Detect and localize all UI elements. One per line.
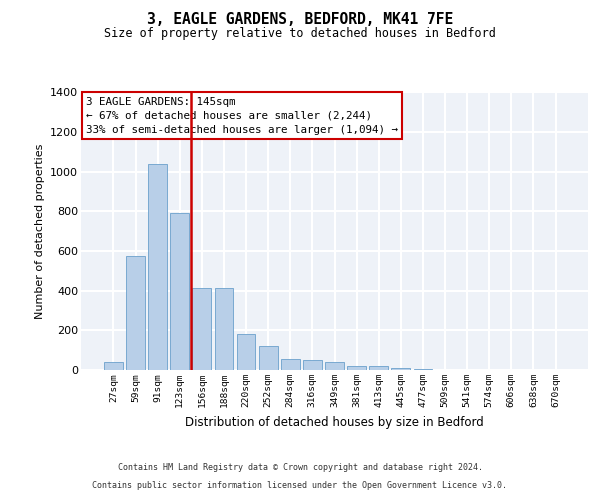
Bar: [370, 366, 388, 370]
Bar: [325, 362, 344, 370]
Bar: [413, 369, 433, 370]
Text: Size of property relative to detached houses in Bedford: Size of property relative to detached ho…: [104, 28, 496, 40]
Bar: [104, 362, 123, 370]
Bar: [391, 368, 410, 370]
Text: 3 EAGLE GARDENS: 145sqm
← 67% of detached houses are smaller (2,244)
33% of semi: 3 EAGLE GARDENS: 145sqm ← 67% of detache…: [86, 96, 398, 134]
Bar: [193, 288, 211, 370]
Text: Contains public sector information licensed under the Open Government Licence v3: Contains public sector information licen…: [92, 481, 508, 490]
Bar: [303, 360, 322, 370]
Bar: [236, 334, 256, 370]
Bar: [347, 366, 366, 370]
Bar: [148, 164, 167, 370]
Bar: [259, 346, 278, 370]
Y-axis label: Number of detached properties: Number of detached properties: [35, 144, 44, 319]
Text: Contains HM Land Registry data © Crown copyright and database right 2024.: Contains HM Land Registry data © Crown c…: [118, 464, 482, 472]
Bar: [281, 359, 299, 370]
Bar: [126, 256, 145, 370]
X-axis label: Distribution of detached houses by size in Bedford: Distribution of detached houses by size …: [185, 416, 484, 428]
Bar: [215, 288, 233, 370]
Text: 3, EAGLE GARDENS, BEDFORD, MK41 7FE: 3, EAGLE GARDENS, BEDFORD, MK41 7FE: [147, 12, 453, 28]
Bar: [170, 214, 189, 370]
